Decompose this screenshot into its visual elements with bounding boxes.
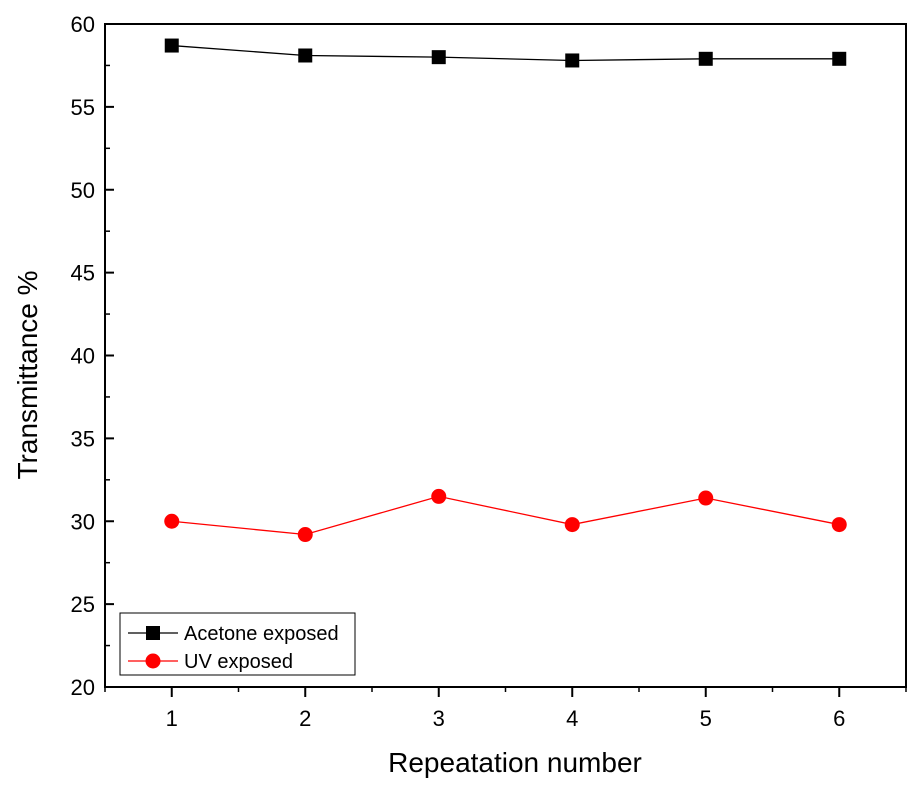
legend: Acetone exposed UV exposed	[119, 612, 356, 676]
y-axis-label: Transmittance %	[12, 270, 43, 479]
data-point-circle	[564, 517, 580, 533]
y-tick-label: 20	[71, 675, 95, 700]
x-axis-label: Repeatation number	[388, 747, 642, 778]
legend-marker-circle	[145, 653, 161, 669]
plot-frame	[104, 23, 907, 688]
y-tick-label: 35	[71, 426, 95, 451]
y-tick-label: 45	[71, 261, 95, 286]
data-point-square	[298, 48, 313, 63]
y-tick-label: 30	[71, 509, 95, 534]
data-point-square	[698, 51, 713, 66]
x-tick-label: 4	[566, 706, 578, 731]
data-point-square	[164, 38, 179, 53]
y-tick-label: 60	[71, 12, 95, 37]
y-tick-label: 40	[71, 344, 95, 369]
data-point-square	[565, 53, 580, 68]
y-tick-label: 50	[71, 178, 95, 203]
legend-marker-square	[146, 626, 160, 640]
y-tick-label: 55	[71, 95, 95, 120]
x-tick-label: 6	[833, 706, 845, 731]
legend-label: UV exposed	[184, 651, 293, 673]
y-axis: 20 25 30 35 40 45 50 55 60	[71, 12, 114, 700]
data-point-circle	[698, 490, 714, 506]
data-point-square	[832, 51, 847, 66]
data-point-circle	[164, 513, 180, 529]
series-layer	[164, 38, 847, 543]
data-point-circle	[431, 488, 447, 504]
data-point-circle	[831, 517, 847, 533]
x-tick-label: 5	[700, 706, 712, 731]
series-2	[164, 488, 847, 543]
x-axis: 1 2 3 4 5 6	[104, 687, 907, 731]
legend-label: Acetone exposed	[184, 623, 339, 645]
x-tick-label: 3	[433, 706, 445, 731]
data-point-square	[431, 50, 446, 65]
y-tick-label: 25	[71, 592, 95, 617]
x-tick-label: 2	[299, 706, 311, 731]
x-tick-label: 1	[166, 706, 178, 731]
series-1	[164, 38, 847, 68]
series-line	[171, 495, 840, 536]
data-point-circle	[297, 527, 313, 543]
series-line	[171, 44, 840, 62]
